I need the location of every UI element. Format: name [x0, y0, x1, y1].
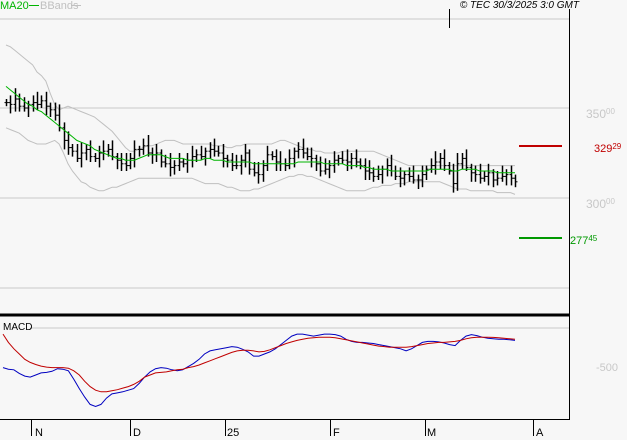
support-label: 27745	[570, 234, 598, 247]
chart-frame	[0, 9, 570, 420]
support-resistance-levels	[519, 145, 562, 239]
copyright-timestamp: © TEC 30/3/2025 3:0 GMT	[459, 0, 579, 11]
bollinger-bands	[5, 44, 516, 195]
legend-bbands: BBands	[40, 0, 79, 12]
price-tick-350: 35000	[586, 107, 615, 121]
x-axis-ticks	[31, 9, 534, 436]
grid-lines	[0, 18, 569, 329]
x-label-n: N	[35, 427, 43, 439]
macd-panel-title: MACD	[3, 322, 33, 333]
x-label-25: 25	[227, 427, 240, 439]
x-label-d: D	[133, 427, 141, 439]
x-label-m: M	[427, 427, 437, 439]
x-label-f: F	[333, 427, 340, 439]
macd-tick: -500	[596, 362, 619, 374]
macd-lines	[2, 333, 516, 408]
x-label-a: A	[536, 427, 544, 439]
price-bars	[4, 88, 518, 193]
legend-ma20: MA20	[0, 0, 29, 12]
resistance-label: 32929	[594, 142, 622, 155]
legend-ma20-swatch	[29, 5, 39, 6]
ma20-line	[5, 86, 515, 174]
legend-bbands-swatch	[71, 5, 81, 6]
price-tick-300: 30000	[586, 197, 615, 211]
